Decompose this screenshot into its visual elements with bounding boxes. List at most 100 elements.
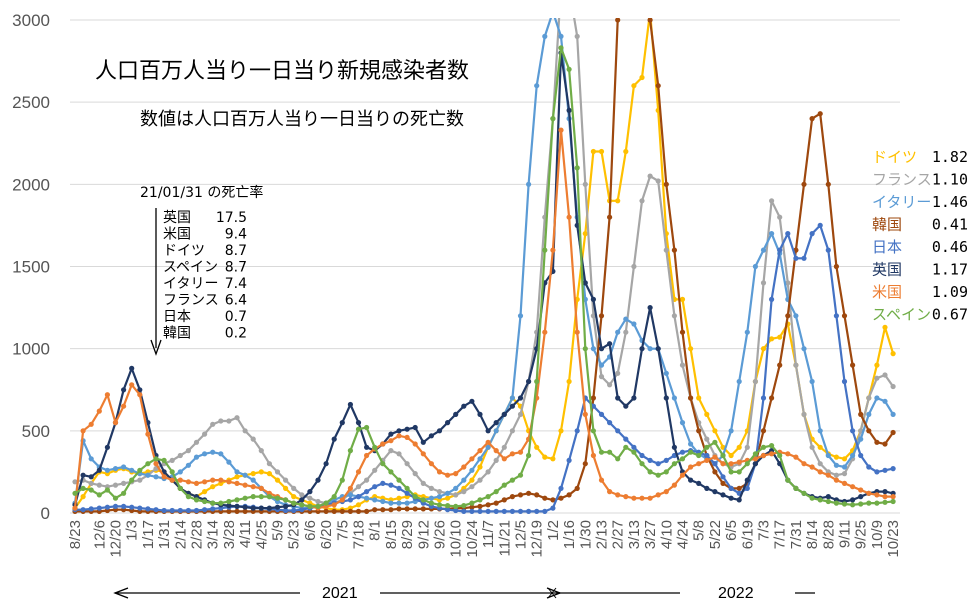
data-point bbox=[412, 441, 418, 447]
data-point bbox=[615, 329, 621, 335]
legend-label: 米国 bbox=[872, 283, 902, 301]
data-point bbox=[72, 490, 78, 496]
data-point bbox=[210, 421, 216, 427]
data-point bbox=[509, 451, 515, 457]
data-point bbox=[809, 495, 815, 501]
data-point bbox=[574, 329, 580, 335]
x-tick-label: 3/14 bbox=[205, 520, 222, 549]
data-point bbox=[428, 433, 434, 439]
data-point bbox=[388, 482, 394, 488]
data-point bbox=[469, 504, 475, 510]
data-point bbox=[145, 472, 151, 478]
note-country: ドイツ bbox=[163, 243, 205, 259]
data-point bbox=[712, 454, 718, 460]
data-point bbox=[72, 505, 78, 511]
data-point bbox=[833, 313, 840, 319]
data-point bbox=[242, 428, 248, 434]
note-rate: 0.7 bbox=[225, 309, 247, 325]
y-tick-label: 1000 bbox=[12, 340, 50, 359]
data-point bbox=[347, 497, 353, 503]
data-point bbox=[420, 497, 426, 503]
data-point bbox=[137, 477, 143, 483]
data-point bbox=[866, 395, 872, 401]
data-point bbox=[809, 116, 815, 122]
data-point bbox=[801, 461, 807, 467]
x-tick-label: 1/16 bbox=[561, 520, 578, 549]
data-point bbox=[80, 485, 86, 491]
data-point bbox=[258, 485, 264, 491]
data-point bbox=[420, 451, 426, 457]
data-point bbox=[501, 508, 507, 514]
data-point bbox=[607, 341, 613, 347]
data-point bbox=[841, 501, 848, 507]
data-point bbox=[161, 474, 167, 480]
data-point bbox=[453, 471, 459, 477]
data-point bbox=[396, 451, 402, 457]
data-point bbox=[623, 494, 629, 500]
data-point bbox=[615, 395, 621, 401]
data-point bbox=[274, 495, 281, 501]
data-point bbox=[760, 444, 767, 450]
data-point bbox=[542, 33, 548, 40]
y-tick-label: 1500 bbox=[12, 258, 50, 277]
data-point bbox=[623, 148, 629, 155]
data-point bbox=[590, 346, 597, 352]
data-point bbox=[80, 472, 86, 478]
data-point bbox=[509, 508, 515, 514]
data-point bbox=[428, 485, 434, 491]
data-point bbox=[615, 492, 621, 498]
data-point bbox=[364, 477, 370, 483]
data-point bbox=[226, 459, 232, 465]
data-point bbox=[364, 508, 370, 514]
year-axis: 2021 2022 bbox=[113, 585, 815, 602]
data-point bbox=[461, 489, 467, 495]
data-point bbox=[517, 411, 524, 417]
data-point bbox=[598, 313, 605, 319]
x-tick-label: 1/30 bbox=[577, 520, 594, 549]
x-tick-label: 5/23 bbox=[286, 520, 303, 549]
x-tick-label: 4/11 bbox=[237, 520, 254, 548]
note-country: スペイン bbox=[163, 260, 218, 276]
data-point bbox=[210, 500, 216, 506]
data-point bbox=[517, 472, 524, 478]
data-point bbox=[145, 431, 151, 437]
data-point bbox=[663, 489, 669, 495]
data-point bbox=[663, 181, 669, 187]
data-point bbox=[696, 480, 702, 486]
note-country: イタリー bbox=[163, 276, 218, 292]
data-point bbox=[202, 498, 208, 505]
data-point bbox=[850, 497, 856, 503]
data-point bbox=[793, 255, 799, 261]
data-point bbox=[112, 482, 119, 488]
data-point bbox=[121, 480, 127, 486]
data-point bbox=[274, 504, 281, 510]
chart-title: 人口百万人当り一日当り新規感染者数 bbox=[95, 59, 469, 84]
data-point bbox=[647, 469, 653, 475]
data-point bbox=[291, 500, 297, 506]
data-point bbox=[590, 452, 597, 459]
data-point bbox=[299, 492, 305, 498]
data-point bbox=[736, 444, 742, 450]
data-point bbox=[501, 456, 507, 462]
data-point bbox=[558, 485, 564, 491]
data-point bbox=[283, 485, 289, 491]
data-point bbox=[534, 83, 540, 89]
y-axis: 0 500 1000 1500 2000 2500 3000 bbox=[12, 11, 50, 523]
data-point bbox=[121, 490, 127, 496]
data-point bbox=[80, 428, 86, 434]
data-point bbox=[96, 505, 102, 511]
data-point bbox=[266, 471, 272, 477]
data-point bbox=[96, 467, 102, 473]
data-point bbox=[688, 449, 694, 455]
data-point bbox=[801, 346, 807, 352]
data-point bbox=[380, 480, 386, 486]
data-point bbox=[315, 498, 321, 505]
data-point bbox=[639, 198, 645, 204]
data-point bbox=[688, 464, 694, 470]
data-point bbox=[185, 507, 191, 514]
data-point bbox=[598, 346, 605, 352]
data-point bbox=[517, 395, 524, 401]
data-point bbox=[355, 426, 362, 432]
data-point bbox=[582, 461, 588, 467]
data-point bbox=[736, 459, 742, 465]
